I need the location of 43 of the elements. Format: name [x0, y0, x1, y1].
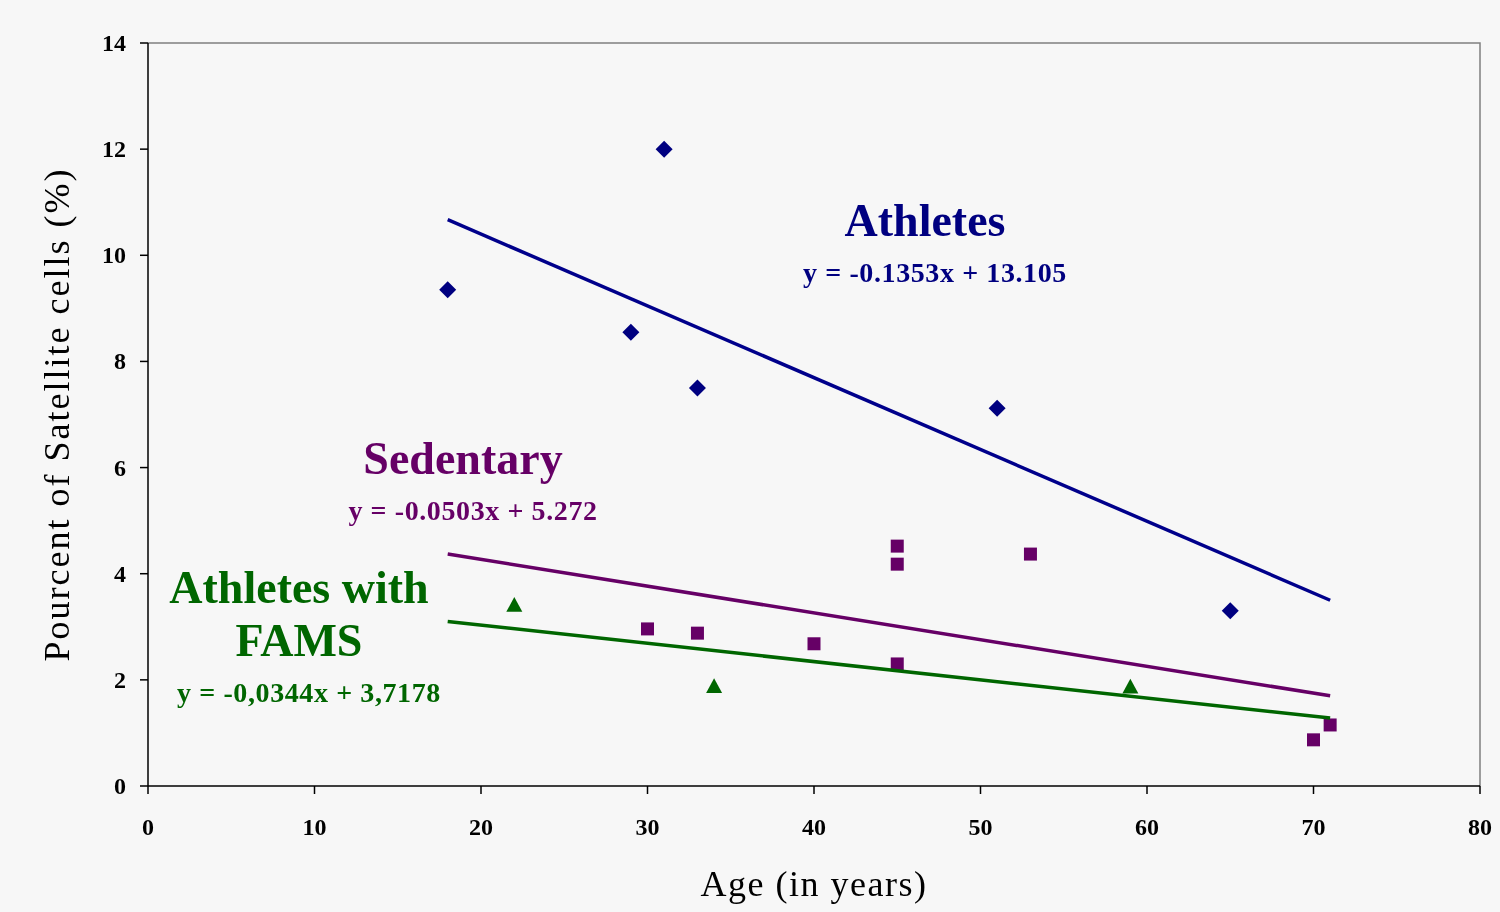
point	[807, 637, 821, 651]
y-tick-label: 4	[114, 560, 126, 587]
annotation: y = -0.0503x + 5.272	[348, 494, 598, 526]
y-tick-label: 8	[114, 348, 126, 375]
point	[890, 557, 904, 571]
point	[439, 281, 457, 299]
y-axis-title: Pourcent of Satellite cells (%)	[37, 167, 77, 662]
x-tick-label: 20	[469, 814, 493, 840]
x-tick-label: 70	[1301, 814, 1326, 840]
point	[1023, 547, 1037, 561]
x-tick-label: 0	[142, 814, 154, 840]
y-tick-label: 10	[102, 242, 126, 269]
point	[1221, 602, 1239, 620]
annotation: y = -0,0344x + 3,7178	[177, 676, 441, 708]
point	[641, 622, 654, 636]
text: Sedentary	[363, 432, 563, 484]
x-axis-title: Age (in years)	[700, 864, 928, 904]
point	[1323, 718, 1337, 732]
x-tick-label: 30	[635, 814, 660, 840]
x-tick-label: 40	[802, 814, 826, 840]
x-tick-label: 10	[302, 814, 327, 840]
x-tick-label: 60	[1135, 814, 1159, 840]
series-label: Athletes with FAMS	[169, 561, 429, 666]
point	[706, 678, 723, 694]
point	[890, 539, 904, 553]
point	[688, 379, 706, 397]
point	[1307, 733, 1320, 747]
y-tick-label: 6	[114, 454, 126, 481]
x-tick-label: 50	[968, 814, 993, 840]
point	[890, 657, 904, 671]
text: Athletes	[844, 194, 1006, 246]
point	[988, 399, 1006, 417]
y-tick-label: 12	[102, 136, 126, 163]
point	[690, 626, 704, 640]
y-tick-label: 14	[102, 30, 126, 56]
y-tick-label: 2	[114, 666, 126, 693]
point	[506, 597, 523, 612]
y-tick-label: 0	[114, 773, 126, 799]
point	[655, 140, 673, 158]
point	[1122, 678, 1139, 694]
x-tick-label: 80	[1468, 814, 1492, 840]
point	[622, 323, 640, 341]
annotation: y = -0.1353x + 13.105	[803, 256, 1067, 288]
